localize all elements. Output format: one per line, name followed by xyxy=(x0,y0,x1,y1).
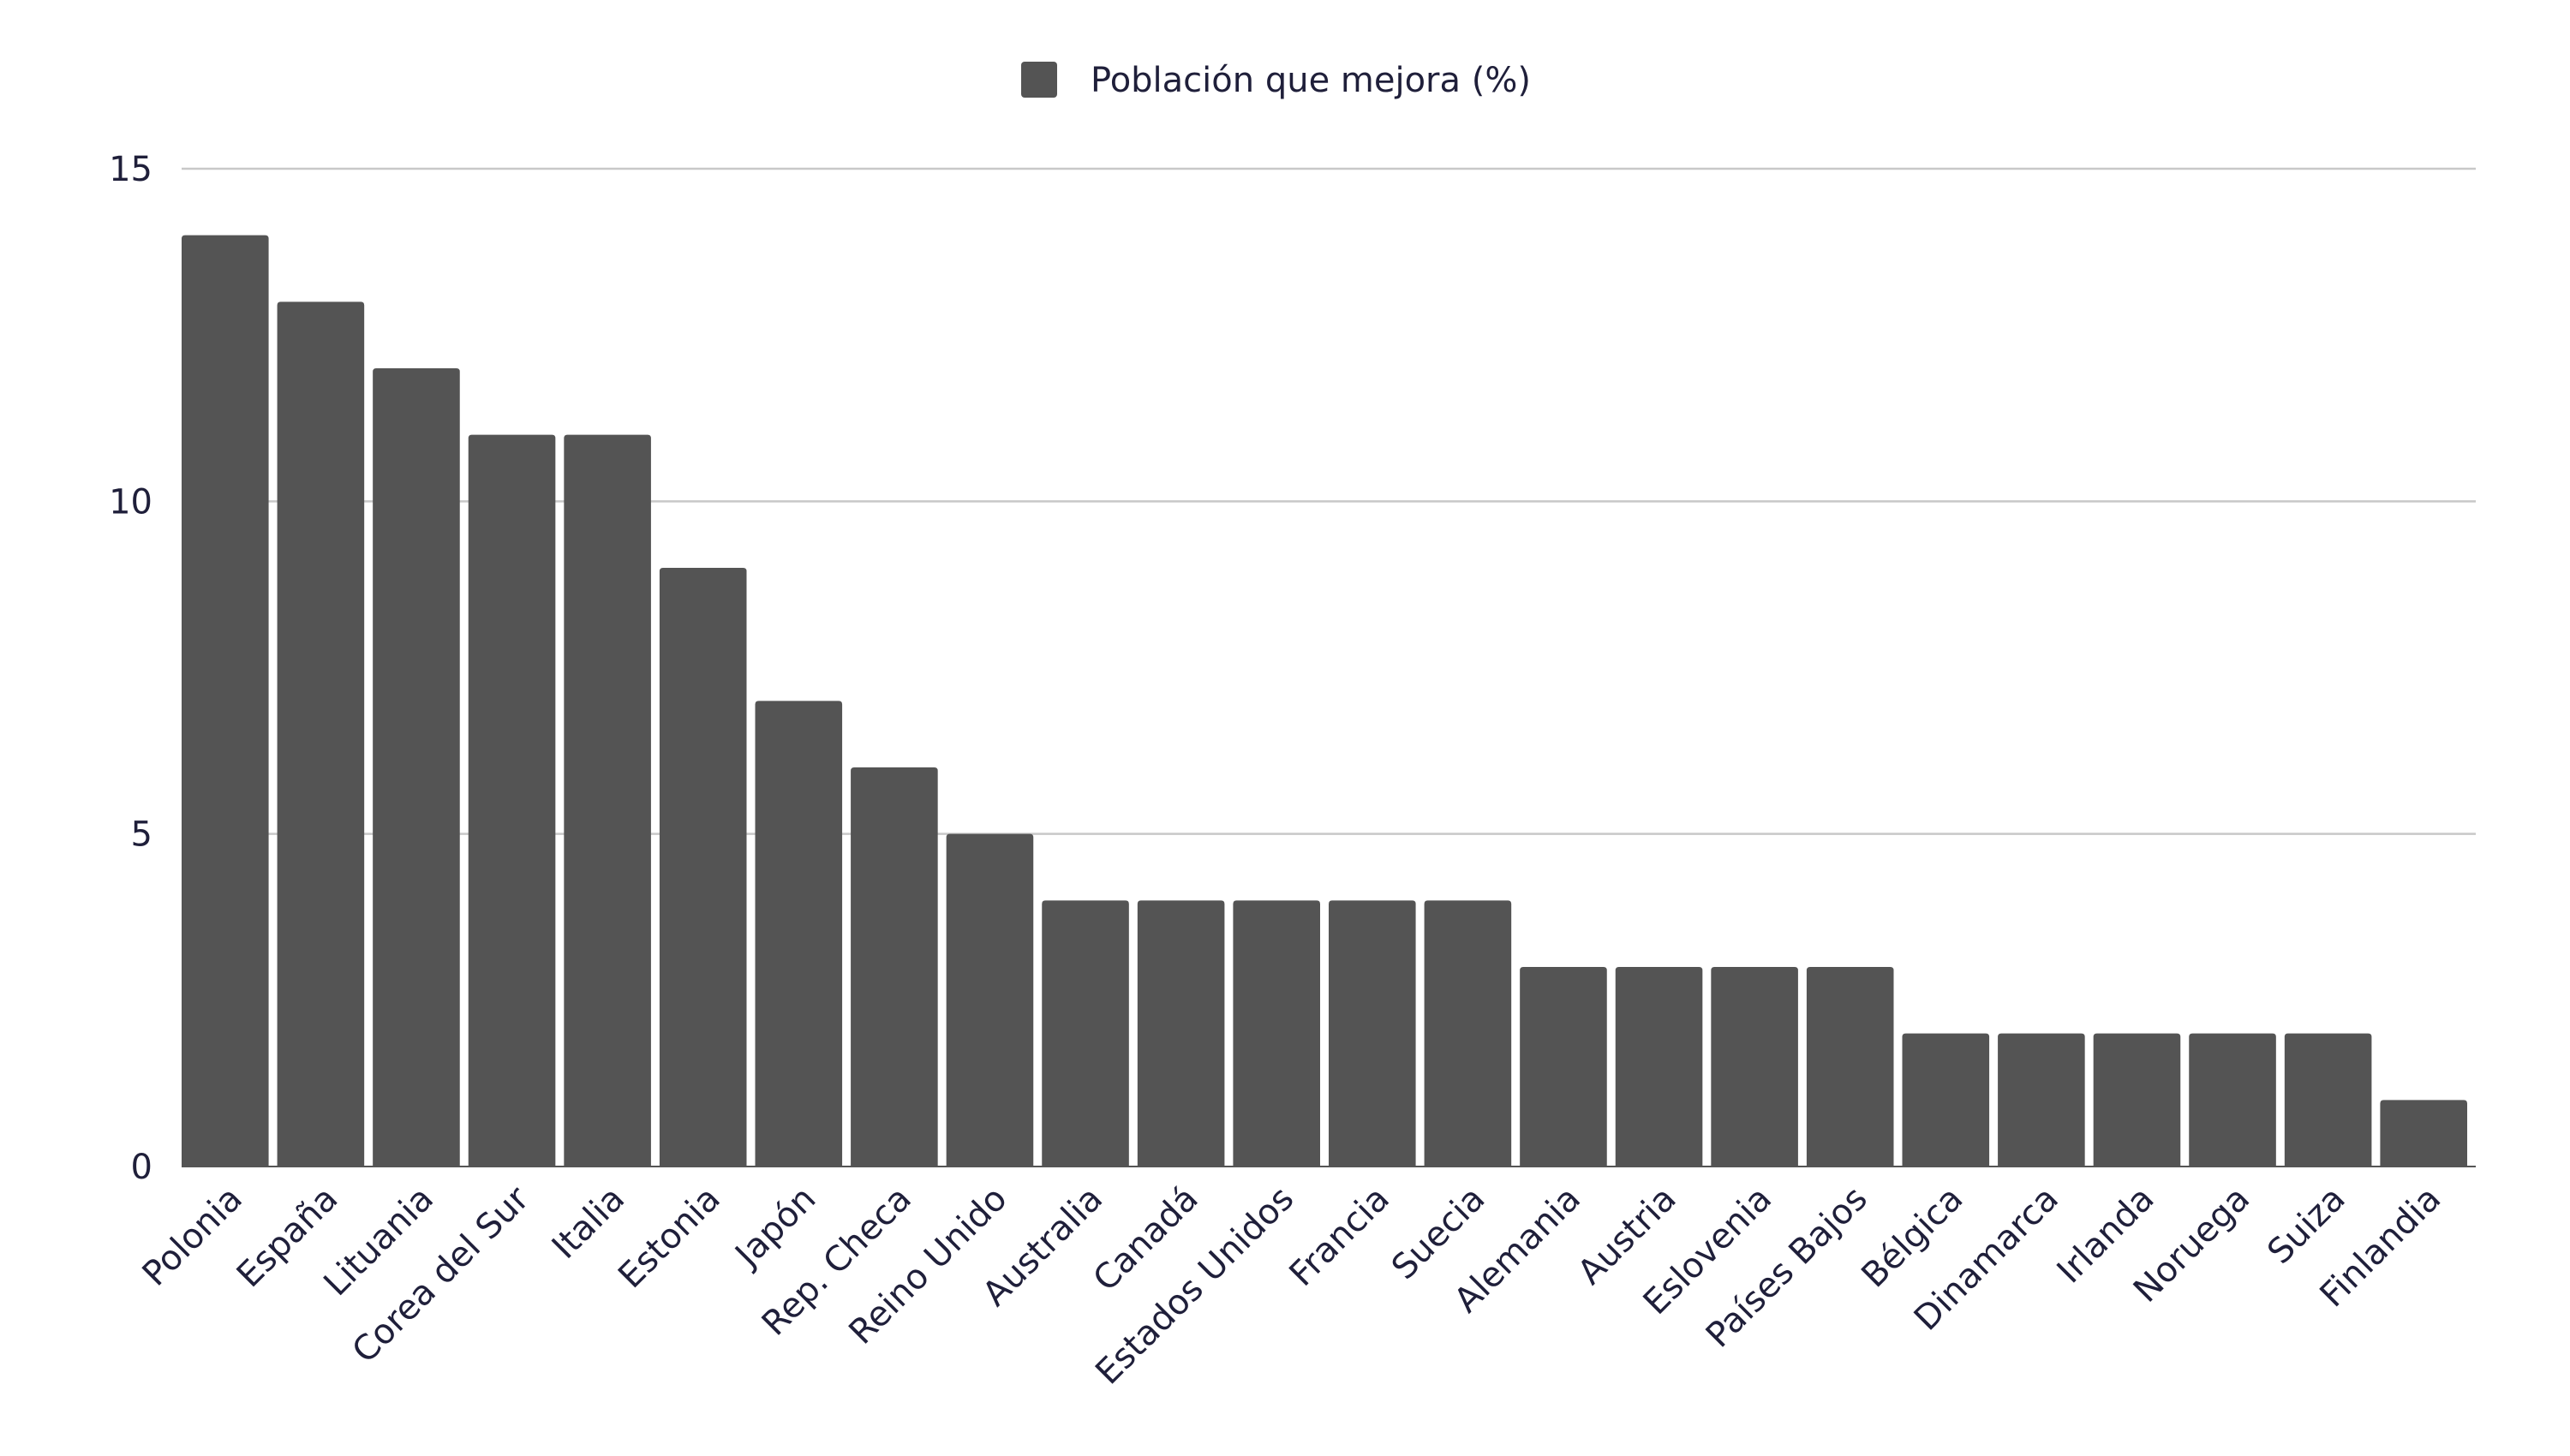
y-tick-label: 15 xyxy=(109,150,152,189)
x-tick-label: Polonia xyxy=(135,1179,250,1294)
bar xyxy=(564,434,651,1167)
x-tick-label: Estonia xyxy=(611,1179,728,1297)
bar xyxy=(1520,967,1607,1167)
bar xyxy=(2189,1033,2276,1167)
bar xyxy=(659,568,747,1167)
x-tick-label: Italia xyxy=(545,1179,632,1267)
bar xyxy=(373,368,460,1167)
y-tick-label: 10 xyxy=(109,482,152,522)
bar xyxy=(946,833,1034,1167)
bar xyxy=(1137,900,1225,1167)
bar xyxy=(2284,1033,2372,1167)
bar xyxy=(1233,900,1320,1167)
bar xyxy=(2380,1100,2467,1167)
bar xyxy=(1711,967,1798,1167)
bar xyxy=(1615,967,1703,1167)
bar xyxy=(1424,900,1512,1167)
bar xyxy=(2093,1033,2181,1167)
x-tick-label: Corea del Sur xyxy=(345,1179,537,1370)
x-tick-label: Francia xyxy=(1282,1179,1396,1294)
y-tick-label: 5 xyxy=(131,815,152,855)
legend: Población que mejora (%) xyxy=(1021,61,1531,100)
y-axis-ticks: 0 5 10 15 xyxy=(109,150,152,1187)
bar xyxy=(1902,1033,1990,1167)
x-tick-label: Suiza xyxy=(2260,1179,2352,1272)
bar xyxy=(1329,900,1416,1167)
bar xyxy=(1042,900,1129,1167)
bar xyxy=(755,701,843,1167)
legend-swatch xyxy=(1021,62,1057,98)
legend-label: Población que mejora (%) xyxy=(1091,61,1531,100)
bar xyxy=(1998,1033,2085,1167)
y-tick-label: 0 xyxy=(131,1148,152,1187)
bar xyxy=(851,767,938,1167)
bar xyxy=(182,235,269,1167)
bar xyxy=(277,301,365,1167)
bar xyxy=(1806,967,1894,1167)
bar xyxy=(468,434,556,1167)
bars xyxy=(182,235,2476,1167)
